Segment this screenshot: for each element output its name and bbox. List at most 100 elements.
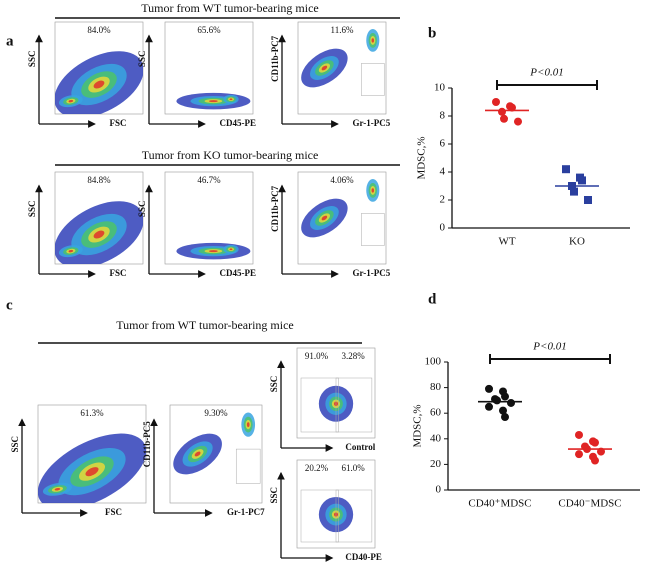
- y-tick-label: 40: [430, 432, 442, 444]
- gate-percent: 84.8%: [87, 175, 111, 185]
- density-blob: [85, 467, 99, 477]
- panel-letter: a: [6, 33, 14, 49]
- y-tick-label: 8: [440, 110, 446, 122]
- x-tick-label: CD40⁺MDSC: [468, 498, 531, 510]
- y-tick-label: 20: [430, 458, 442, 470]
- data-point: [485, 384, 493, 393]
- data-point: [570, 187, 578, 196]
- density: [55, 201, 143, 264]
- gate-box: [300, 377, 339, 433]
- gate-percent: 91.0%: [305, 351, 329, 361]
- gate-box: [361, 63, 385, 96]
- gate-box: [335, 377, 373, 433]
- data-point: [514, 117, 522, 126]
- gate-percent: 61.3%: [80, 408, 104, 418]
- x-axis-label: CD45-PE: [220, 268, 257, 278]
- data-point: [584, 196, 592, 204]
- y-axis-label: SSC: [137, 51, 147, 68]
- data-point: [591, 456, 599, 465]
- y-axis-label: CD11b-PC5: [142, 421, 152, 468]
- x-tick-label: KO: [569, 236, 585, 248]
- density-blob: [229, 248, 233, 251]
- density-blob: [321, 215, 328, 221]
- y-axis-label: CD11b-PC7: [270, 185, 280, 232]
- panel-title: Tumor from KO tumor-bearing mice: [142, 148, 319, 162]
- data-point: [591, 438, 599, 447]
- density: [55, 51, 143, 114]
- gate-percent: 9.30%: [204, 408, 228, 418]
- data-point: [492, 98, 500, 106]
- y-tick-label: 4: [440, 166, 446, 178]
- density-blob: [371, 38, 375, 43]
- y-axis-label: CD11b-PC7: [270, 35, 280, 82]
- gate-percent: 61.0%: [342, 463, 366, 473]
- x-axis-label: FSC: [110, 118, 127, 128]
- x-axis-label: Gr-1-PC7: [227, 507, 265, 517]
- density-blob: [208, 250, 218, 253]
- data-point: [507, 398, 515, 407]
- flow-plot: CD45-PE SSC 65.6%: [137, 21, 256, 128]
- data-point: [499, 406, 507, 415]
- flow-plot: Gr-1-PC7 CD11b-PC5 9.30%: [142, 404, 265, 517]
- significance-label: P<0.01: [529, 67, 563, 79]
- flow-plot: FSC SSC 84.0%: [27, 21, 144, 128]
- panel-letter: c: [6, 297, 13, 313]
- panel-title: Tumor from WT tumor-bearing mice: [141, 1, 319, 15]
- gate-percent: 46.7%: [197, 175, 221, 185]
- data-point: [493, 396, 501, 405]
- data-point: [498, 107, 506, 116]
- x-axis-label: FSC: [110, 268, 127, 278]
- data-point: [501, 413, 509, 422]
- density: [173, 412, 256, 475]
- gate-box: [335, 489, 373, 543]
- flow-plot: CD40-PE SSC 20.2% 61.0%: [269, 459, 382, 562]
- panel-letter: b: [428, 25, 436, 41]
- flow-plot: FSC SSC 84.8%: [27, 171, 144, 278]
- y-tick-label: 0: [440, 222, 446, 234]
- data-point: [500, 114, 508, 123]
- density-blob: [68, 249, 74, 253]
- y-axis-label: SSC: [27, 201, 37, 218]
- panel-title: Tumor from WT tumor-bearing mice: [116, 318, 294, 332]
- density-blob: [68, 99, 74, 103]
- x-axis-label: FSC: [105, 507, 122, 517]
- gate-box: [300, 489, 339, 543]
- density: [301, 178, 380, 238]
- y-axis-label: SSC: [137, 201, 147, 218]
- gate-percent: 65.6%: [197, 25, 221, 35]
- y-axis-label: SSC: [10, 436, 20, 453]
- gate-box: [235, 448, 261, 484]
- data-point: [501, 392, 509, 401]
- flow-plot: CD45-PE SSC 46.7%: [137, 171, 257, 278]
- y-tick-label: 80: [430, 381, 442, 393]
- gate-percent: 84.0%: [87, 25, 111, 35]
- gate-box: [361, 213, 385, 246]
- y-tick-label: 6: [440, 138, 446, 150]
- data-point: [575, 430, 583, 439]
- density-blob: [208, 100, 218, 103]
- density-blob: [371, 188, 375, 193]
- significance-label: P<0.01: [532, 341, 566, 353]
- data-point: [575, 450, 583, 459]
- density-blob: [229, 98, 233, 101]
- density-blob: [93, 80, 105, 89]
- x-tick-label: CD40⁻MDSC: [558, 498, 621, 510]
- gate-percent: 11.6%: [331, 25, 354, 35]
- data-point: [578, 176, 586, 185]
- density: [301, 28, 380, 88]
- x-axis-label: CD40-PE: [345, 552, 382, 562]
- gate-percent: 3.28%: [342, 351, 366, 361]
- flow-plot: Control SSC 91.0% 3.28%: [269, 347, 376, 452]
- x-axis-label: Control: [345, 442, 375, 452]
- density-blob: [321, 65, 328, 71]
- y-tick-label: 10: [434, 82, 446, 94]
- flow-plot: Gr-1-PC5 CD11b-PC7 4.06%: [270, 171, 391, 278]
- density: [176, 92, 251, 110]
- gate-percent: 4.06%: [330, 175, 354, 185]
- flow-plot: Gr-1-PC5 CD11b-PC7 11.6%: [270, 21, 391, 128]
- y-axis-label: SSC: [269, 487, 279, 504]
- x-tick-label: WT: [498, 236, 515, 248]
- density-blob: [246, 422, 250, 427]
- y-tick-label: 100: [425, 356, 442, 368]
- y-axis-label: MDSC,%: [412, 404, 424, 447]
